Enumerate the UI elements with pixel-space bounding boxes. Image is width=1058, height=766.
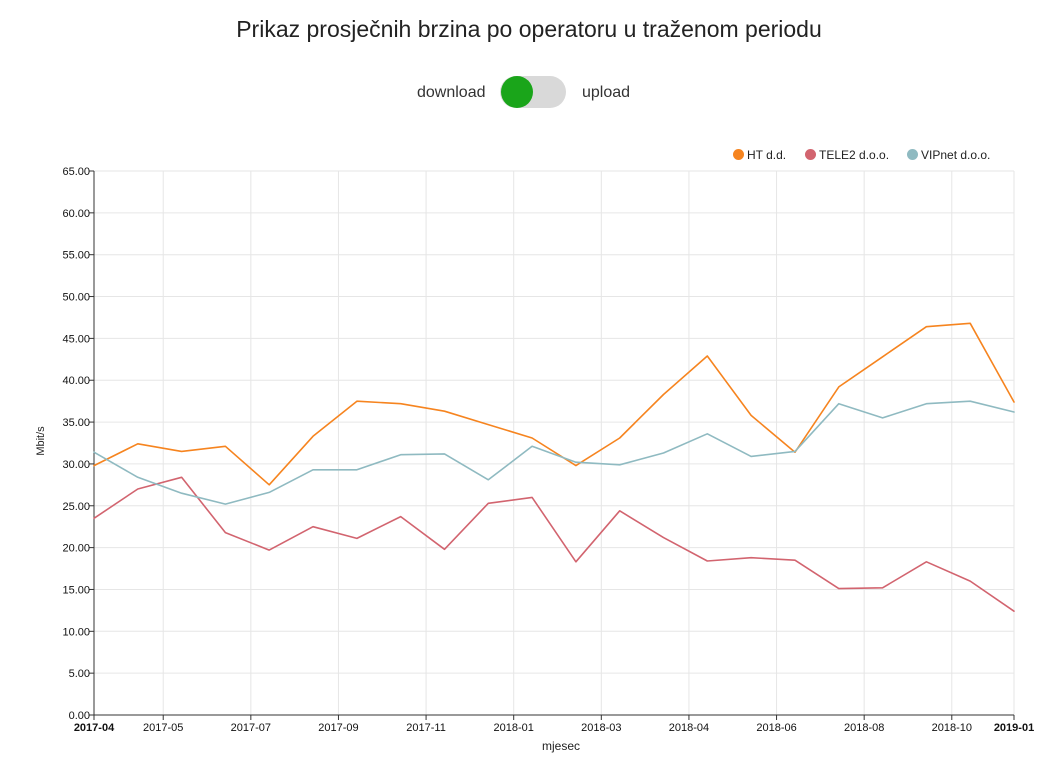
download-label[interactable]: download <box>417 84 486 101</box>
y-tick-label: 60.00 <box>62 208 90 220</box>
legend-item-tele2[interactable]: TELE2 d.o.o. <box>805 148 889 162</box>
upload-label[interactable]: upload <box>582 84 631 101</box>
y-tick-label: 0.00 <box>69 710 90 722</box>
legend-label-ht: HT d.d. <box>747 148 787 162</box>
y-tick-label: 20.00 <box>62 543 90 555</box>
x-tick-label: 2017-09 <box>318 722 358 734</box>
y-tick-label: 65.00 <box>62 166 90 178</box>
x-tick-label: 2017-11 <box>406 722 446 734</box>
switch-knob[interactable] <box>501 76 533 108</box>
x-axis-label: mjesec <box>542 739 580 753</box>
legend-dot-ht <box>733 149 744 160</box>
y-tick-label: 30.00 <box>62 459 90 471</box>
y-tick-label: 35.00 <box>62 417 90 429</box>
x-tick-label: 2018-04 <box>669 722 709 734</box>
x-tick-label: 2018-10 <box>932 722 972 734</box>
y-axis-label: Mbit/s <box>35 426 47 456</box>
x-tick-label: 2019-01 <box>994 722 1034 734</box>
series-line-2 <box>93 400 1015 505</box>
x-tick-label: 2018-06 <box>756 722 796 734</box>
x-tick-label: 2017-05 <box>143 722 183 734</box>
legend-label-vipnet: VIPnet d.o.o. <box>921 148 991 162</box>
y-tick-label: 45.00 <box>62 333 90 345</box>
x-tick-label: 2018-03 <box>581 722 621 734</box>
y-tick-label: 10.00 <box>62 626 90 638</box>
legend-label-tele2: TELE2 d.o.o. <box>819 148 890 162</box>
series-line-0 <box>93 322 1015 486</box>
y-tick-label: 55.00 <box>62 250 90 262</box>
legend-item-vipnet[interactable]: VIPnet d.o.o. <box>907 148 990 162</box>
series-line-1 <box>93 476 1015 613</box>
page-title: Prikaz prosječnih brzina po operatoru u … <box>236 16 822 42</box>
download-upload-switch[interactable] <box>500 76 566 108</box>
x-tick-label: 2017-04 <box>74 722 115 734</box>
x-tick-label: 2018-08 <box>844 722 884 734</box>
legend-dot-vipnet <box>907 149 918 160</box>
y-tick-label: 15.00 <box>62 584 90 596</box>
y-tick-label: 25.00 <box>62 501 90 513</box>
speed-type-toggle-row: download upload <box>0 76 1058 110</box>
legend-dot-tele2 <box>805 149 816 160</box>
x-tick-label: 2018-01 <box>494 722 534 734</box>
y-tick-label: 40.00 <box>62 375 90 387</box>
legend-item-ht[interactable]: HT d.d. <box>733 148 786 162</box>
y-tick-label: 50.00 <box>62 292 90 304</box>
y-tick-label: 5.00 <box>69 668 90 680</box>
x-tick-label: 2017-07 <box>231 722 271 734</box>
